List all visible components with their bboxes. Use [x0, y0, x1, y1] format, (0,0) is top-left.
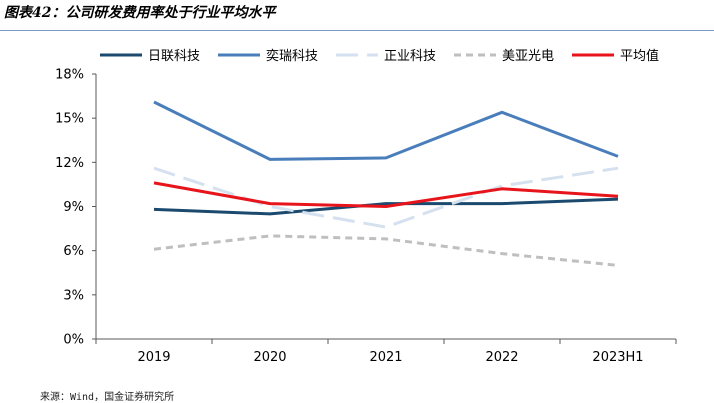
y-tick-label: 15% [55, 112, 84, 127]
x-tick-label: 2023H1 [592, 350, 643, 365]
chart-legend: 日联科技 奕瑞科技 正业科技 美亚光电 平均值 [100, 48, 659, 64]
x-tick-label: 2022 [485, 350, 518, 365]
title-divider [0, 30, 714, 31]
series-line-5 [153, 181, 619, 208]
y-tick-label: 6% [63, 244, 84, 259]
series-line-3 [153, 166, 619, 229]
x-tick-label: 2021 [369, 350, 402, 365]
series-line-4 [153, 234, 619, 267]
y-tick-label: 12% [55, 156, 84, 171]
y-axis: 0% 3% 6% 9% 12% 15% 18% [55, 68, 97, 348]
legend-label-4: 美亚光电 [502, 49, 554, 64]
legend-label-5: 平均值 [620, 48, 659, 64]
series-line-1 [153, 197, 619, 216]
line-chart: 日联科技 奕瑞科技 正业科技 美亚光电 平均值 0% 3% 6% 9% 12% 15% 18% 20… [55, 48, 677, 365]
x-axis: 2019 2020 2021 2022 2023H1 [95, 338, 677, 365]
legend-label-2: 奕瑞科技 [266, 48, 318, 64]
figure-title: 图表42：公司研发费用率处于行业平均水平 [4, 5, 276, 21]
y-tick-label: 0% [63, 333, 84, 348]
y-tick-label: 3% [63, 288, 84, 303]
x-tick-label: 2019 [137, 350, 170, 365]
plot-area [153, 100, 619, 267]
y-tick-label: 9% [63, 200, 84, 215]
x-tick-label: 2020 [253, 350, 286, 365]
series-line-2 [153, 100, 619, 161]
y-tick-label: 18% [55, 68, 84, 83]
source-note: 来源：Wind，国金证券研究所 [40, 392, 175, 403]
legend-label-3: 正业科技 [384, 49, 436, 64]
legend-label-1: 日联科技 [148, 49, 200, 64]
